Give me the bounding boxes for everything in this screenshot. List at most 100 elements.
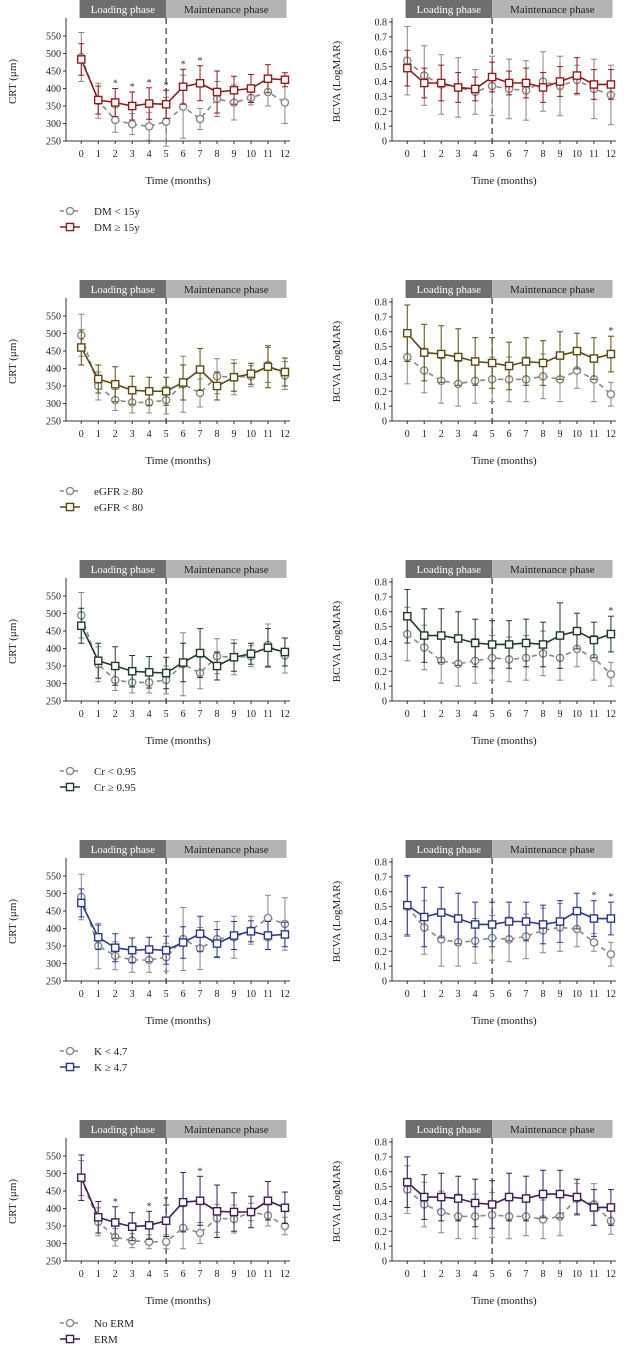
y-tick-label: 0 — [382, 1257, 387, 1268]
x-tick-label: 9 — [558, 1269, 563, 1280]
legend-label: No ERM — [94, 1318, 134, 1330]
chart-panel-p9: Loading phase Maintenance phase2503003504… — [7, 1120, 290, 1345]
x-tick-label: 12 — [280, 989, 290, 1000]
data-point — [93, 656, 103, 666]
chart-panel-p2: Loading phase Maintenance phase 0 0.1 0.2 0.3… — [331, 0, 616, 187]
x-tick-label: 4 — [473, 989, 478, 1000]
x-tick-label: 5 — [164, 709, 169, 720]
x-tick-label: 7 — [524, 429, 529, 440]
legend-entry: ERM — [60, 1334, 118, 1345]
y-tick-label: 0.4 — [375, 357, 388, 368]
data-point — [144, 386, 154, 396]
chart-panel-p7: Loading phase Maintenance phase2503003504… — [7, 840, 290, 1074]
y-tick-label: 0.8 — [375, 298, 388, 309]
data-point — [521, 357, 531, 366]
y-tick-label: 0.5 — [375, 342, 388, 353]
legend-entry: K < 4.7 — [60, 1046, 128, 1058]
data-point — [195, 648, 205, 658]
x-tick-label: 4 — [147, 149, 152, 160]
maintenance-phase-band — [166, 560, 287, 578]
data-point — [263, 913, 273, 923]
data-point — [470, 357, 480, 366]
legend-marker — [65, 502, 75, 512]
x-tick-label: 1 — [422, 149, 427, 160]
x-tick-label: 10 — [572, 709, 582, 720]
y-tick-label: 550 — [46, 1152, 61, 1163]
legend-entry: eGFR ≥ 80 — [60, 486, 143, 498]
data-point — [555, 351, 565, 360]
x-tick-label: 4 — [147, 429, 152, 440]
x-tick-label: 2 — [113, 149, 118, 160]
data-point — [538, 1189, 548, 1199]
data-point — [470, 84, 480, 94]
legend-entry: Cr ≥ 0.95 — [60, 782, 136, 794]
x-tick-label: 0 — [405, 989, 410, 1000]
x-tick-label: 3 — [130, 149, 135, 160]
y-tick-label: 500 — [46, 329, 61, 340]
x-axis-label: Time (months) — [471, 735, 537, 747]
data-point — [161, 1216, 171, 1226]
data-point — [555, 917, 565, 926]
x-tick-label: 5 — [164, 1269, 169, 1280]
data-point — [538, 640, 548, 649]
y-axis-label: CRT (μm) — [7, 339, 19, 384]
y-tick-label: 0.1 — [375, 122, 388, 133]
x-tick-label: 11 — [263, 989, 273, 1000]
maintenance-phase-band — [166, 1120, 287, 1138]
y-axis-label: CRT (μm) — [7, 59, 19, 104]
maintenance-phase-band — [166, 280, 287, 298]
series-comparison — [76, 888, 290, 965]
x-axis-label: Time (months) — [471, 1015, 537, 1027]
x-tick-label: 10 — [572, 149, 582, 160]
x-tick-label: 6 — [181, 989, 186, 1000]
data-point — [402, 900, 412, 910]
x-tick-label: 11 — [589, 989, 599, 1000]
y-tick-label: 450 — [46, 627, 61, 638]
data-point — [470, 638, 480, 648]
x-tick-label: 10 — [572, 989, 582, 1000]
y-tick-label: 250 — [46, 697, 61, 708]
x-tick-label: 9 — [232, 429, 237, 440]
legend-marker — [65, 1062, 75, 1072]
data-point — [606, 629, 616, 639]
y-tick-label: 500 — [46, 889, 61, 900]
y-tick-label: 400 — [46, 1204, 61, 1215]
x-tick-label: 6 — [181, 1269, 186, 1280]
x-tick-label: 0 — [405, 429, 410, 440]
legend-marker — [65, 1046, 75, 1056]
legend-marker — [65, 782, 75, 792]
x-tick-label: 2 — [439, 429, 444, 440]
data-point — [229, 1207, 239, 1217]
x-tick-label: 8 — [541, 429, 546, 440]
data-point — [538, 358, 548, 368]
series-comparison — [402, 49, 616, 103]
y-tick-label: 0.6 — [375, 887, 388, 898]
x-tick-label: 8 — [215, 989, 220, 1000]
x-tick-label: 2 — [439, 1269, 444, 1280]
y-tick-label: 0.5 — [375, 902, 388, 913]
x-tick-label: 7 — [198, 1269, 203, 1280]
x-tick-label: 0 — [79, 149, 84, 160]
data-point — [606, 1203, 616, 1212]
data-point — [110, 1218, 120, 1227]
data-point — [589, 1203, 599, 1212]
x-tick-label: 5 — [164, 429, 169, 440]
y-tick-label: 400 — [46, 364, 61, 375]
data-point — [195, 1228, 205, 1238]
x-tick-label: 11 — [589, 429, 599, 440]
x-tick-label: 12 — [606, 1269, 616, 1280]
x-tick-label: 0 — [405, 709, 410, 720]
x-tick-label: 3 — [130, 429, 135, 440]
data-point — [212, 1206, 222, 1216]
y-tick-label: 0.4 — [375, 77, 388, 88]
y-tick-label: 0.3 — [375, 932, 388, 943]
data-point — [402, 611, 412, 621]
y-tick-label: 0 — [382, 977, 387, 988]
x-tick-label: 5 — [164, 989, 169, 1000]
loading-phase-label: Loading phase — [91, 284, 156, 296]
x-tick-label: 12 — [606, 149, 616, 160]
data-point — [144, 99, 154, 108]
y-tick-label: 400 — [46, 644, 61, 655]
y-tick-label: 0.2 — [375, 107, 388, 118]
x-tick-label: 12 — [280, 1269, 290, 1280]
